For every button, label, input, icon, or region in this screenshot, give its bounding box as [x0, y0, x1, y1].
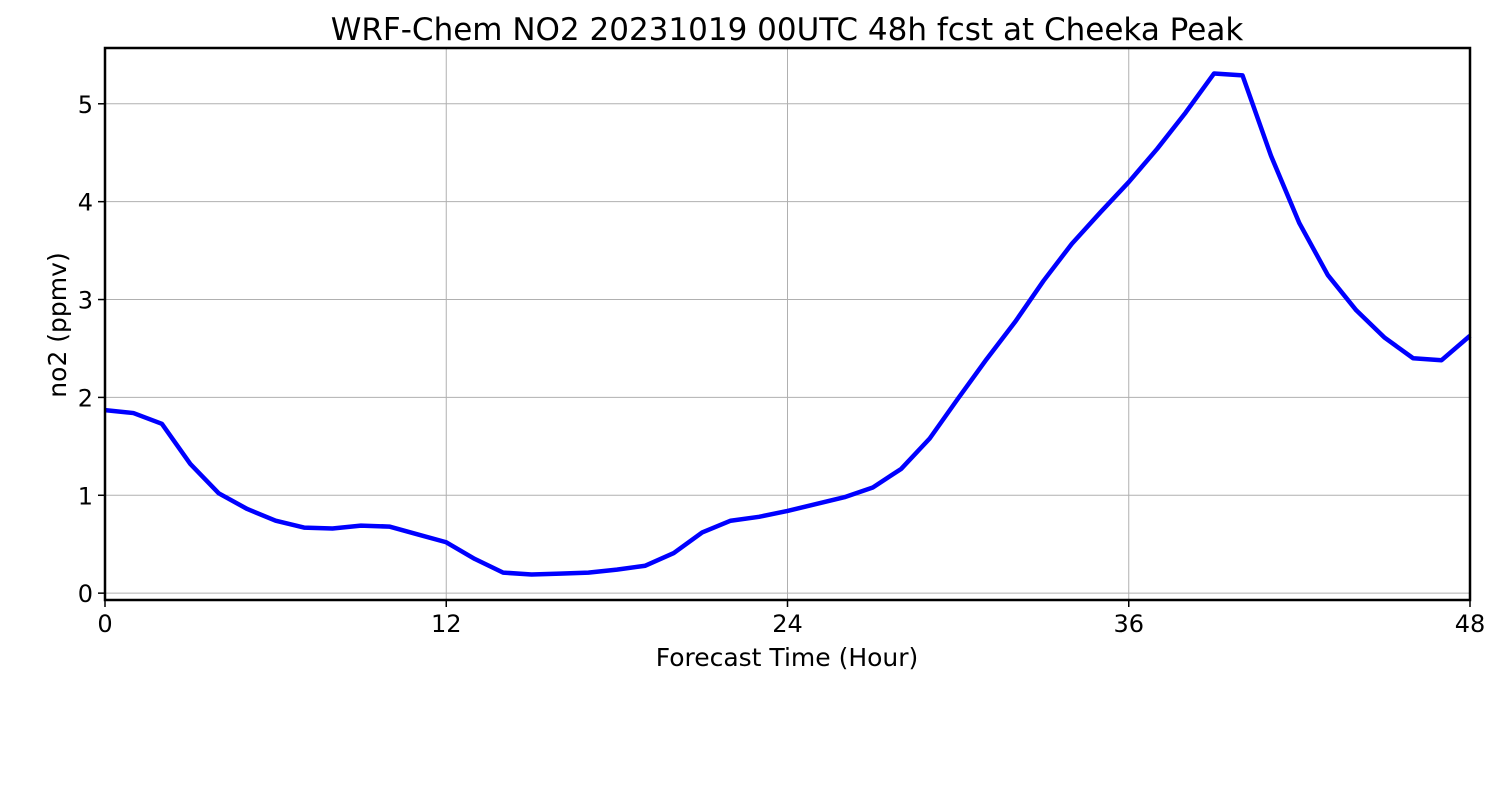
chart-title: WRF-Chem NO2 20231019 00UTC 48h fcst at … — [331, 12, 1244, 48]
x-tick-label: 0 — [97, 610, 112, 638]
x-tick-label: 12 — [431, 610, 462, 638]
y-tick-label: 2 — [78, 384, 93, 412]
y-tick-label: 5 — [78, 91, 93, 119]
y-tick-label: 4 — [78, 189, 93, 217]
y-tick-label: 0 — [78, 580, 93, 608]
y-tick-label: 1 — [78, 482, 93, 510]
grid-lines — [105, 48, 1470, 600]
x-tick-label: 48 — [1455, 610, 1486, 638]
y-axis-label: no2 (ppmv) — [43, 252, 72, 397]
x-tick-label: 24 — [772, 610, 803, 638]
x-tick-label: 36 — [1113, 610, 1144, 638]
x-axis-label: Forecast Time (Hour) — [656, 643, 919, 672]
y-tick-label: 3 — [78, 287, 93, 315]
